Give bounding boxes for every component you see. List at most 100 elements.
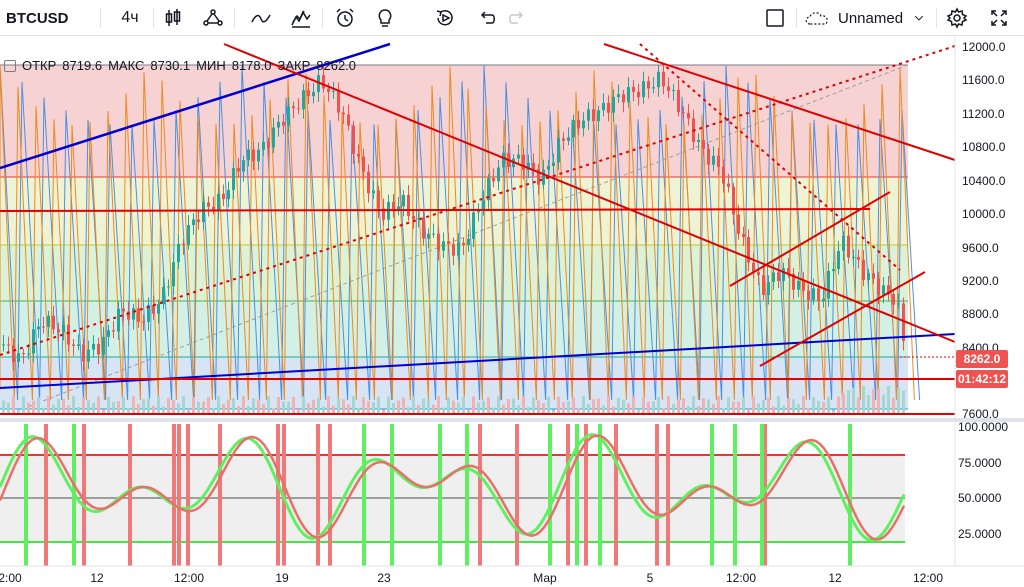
layout-dropdown[interactable] (908, 0, 930, 36)
volume-bar (767, 397, 770, 414)
volume-bar (12, 396, 15, 414)
settings-button[interactable] (940, 0, 974, 36)
volume-bar (772, 406, 775, 414)
candle-body (377, 190, 380, 209)
channel-upper[interactable] (729, 191, 891, 287)
candle-body (437, 233, 440, 251)
candle-body (647, 81, 650, 89)
undo-button[interactable] (470, 0, 504, 36)
sell-signal-bar (763, 424, 767, 566)
time-tick-label: 12:00 (913, 571, 943, 585)
candle-body (47, 315, 50, 328)
legend-toggle-icon[interactable] (4, 59, 16, 72)
volume-bar (212, 408, 215, 414)
volume-bar (257, 399, 260, 414)
volume-bar (847, 390, 850, 414)
candle-body (767, 281, 770, 295)
candle-body (322, 75, 325, 89)
volume-bar (132, 396, 135, 414)
volume-bar (747, 409, 750, 414)
interval-button[interactable]: 4ч (121, 9, 139, 26)
alert-button[interactable] (328, 0, 362, 36)
low-label: МИН (196, 58, 226, 73)
volume-bar (617, 397, 620, 414)
red-trendline-descending[interactable] (223, 43, 956, 343)
volume-bar (47, 396, 50, 414)
time-axis[interactable]: 2:00 12 12:00 19 23 Мар 5 12:00 12 12:00 (0, 571, 943, 585)
candle-body (167, 286, 170, 288)
volume-bar (812, 397, 815, 414)
blue-trendline-upper[interactable] (0, 42, 391, 170)
volume-bar (307, 403, 310, 414)
volume-bar (367, 400, 370, 414)
channel-lower[interactable] (759, 271, 926, 367)
volume-bar (557, 396, 560, 414)
volume-bar (327, 396, 330, 414)
candle-body (587, 109, 590, 121)
volume-bar (347, 404, 350, 414)
candle-body (627, 86, 630, 103)
volume-bar (562, 402, 565, 414)
volume-bar (2, 400, 5, 414)
volume-bar (482, 400, 485, 414)
volume-bar (662, 408, 665, 414)
volume-bar (612, 406, 615, 414)
cloud-icon (805, 12, 828, 25)
volume-bar (677, 399, 680, 414)
drawing-trendlines[interactable] (0, 42, 956, 415)
sell-signal-bar (515, 424, 519, 566)
candle-body (617, 94, 620, 97)
sell-signal-bar (276, 424, 280, 566)
fullscreen-button[interactable] (982, 0, 1016, 36)
pane-separator[interactable] (0, 418, 1024, 422)
candle-body (67, 324, 70, 345)
volume-bar (622, 399, 625, 414)
volume-bar (182, 396, 185, 414)
candle-body (467, 238, 470, 246)
candle-body (652, 87, 655, 89)
toolbar-divider (322, 8, 323, 28)
candle-body (327, 88, 330, 92)
candle-body (267, 141, 270, 148)
red-dotted-descending[interactable] (639, 43, 901, 271)
fibonacci-retracement[interactable] (0, 64, 908, 410)
chart-style-button[interactable] (156, 0, 190, 36)
candle-body (202, 202, 205, 223)
volume-bar (72, 396, 75, 414)
volume-bar (762, 399, 765, 414)
candle-body (162, 287, 165, 305)
candle-body (887, 285, 890, 295)
candle-body (897, 303, 900, 305)
buy-signal-bar (390, 424, 394, 566)
candle-body (192, 219, 195, 225)
candle-body (797, 280, 800, 290)
candle-body (607, 102, 610, 113)
volume-bar (732, 401, 735, 414)
replay-button[interactable] (428, 0, 462, 36)
volume-bar (442, 407, 445, 414)
candle-body (302, 90, 305, 110)
layout-button[interactable] (758, 0, 792, 36)
red-horizontal-10000[interactable] (0, 208, 871, 212)
compare-button[interactable] (244, 0, 278, 36)
time-tick-label: Мар (533, 571, 557, 585)
candle-body (102, 336, 105, 355)
time-tick-label: 12 (90, 571, 104, 585)
volume-bar (207, 396, 210, 414)
symbol-search[interactable]: BTCUSD (6, 9, 69, 27)
volume-bar (42, 407, 45, 414)
indicators-button[interactable] (196, 0, 230, 36)
volume-bar (342, 399, 345, 414)
volume-bar (152, 405, 155, 414)
volume-bar (802, 396, 805, 414)
layout-name-menu[interactable]: Unnamed (804, 0, 934, 36)
volume-bar (652, 401, 655, 414)
stochastic-pane[interactable] (0, 424, 906, 566)
ideas-button[interactable] (368, 0, 402, 36)
redo-button[interactable] (500, 0, 534, 36)
candle-body (867, 273, 870, 280)
templates-button[interactable] (284, 0, 318, 36)
candle-body (72, 344, 75, 346)
volume-bar (102, 409, 105, 414)
